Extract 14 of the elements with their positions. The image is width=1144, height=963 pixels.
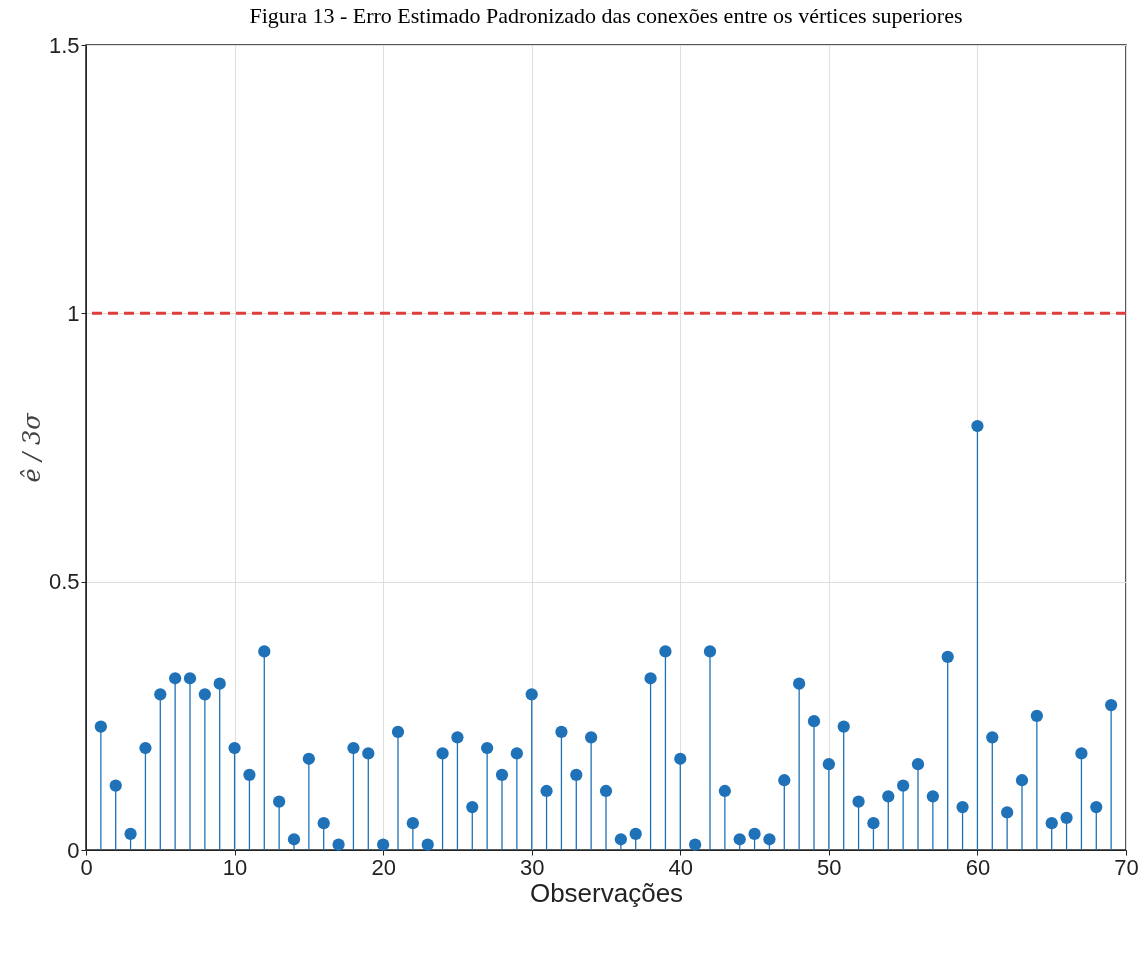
x-tick-label: 10 [222, 854, 248, 880]
chart-title: Figura 13 - Erro Estimado Padronizado das conexões entre os vértices superiores [249, 3, 963, 28]
y-tick-label: 1 [67, 300, 80, 326]
y-tick-label: 0 [67, 837, 80, 863]
x-tick-label: 40 [668, 854, 694, 880]
x-tick-label: 70 [1114, 854, 1139, 880]
y-axis-title: ê / 3σ [17, 412, 46, 483]
x-tick-label: 50 [817, 854, 842, 880]
y-tick-label: 1.5 [48, 32, 80, 58]
x-tick-label: 30 [519, 854, 545, 880]
x-tick-label: 60 [965, 854, 991, 880]
x-tick-label: 20 [371, 854, 396, 880]
y-tick-label: 0.5 [48, 569, 80, 595]
x-axis-title: Observações [529, 877, 684, 908]
